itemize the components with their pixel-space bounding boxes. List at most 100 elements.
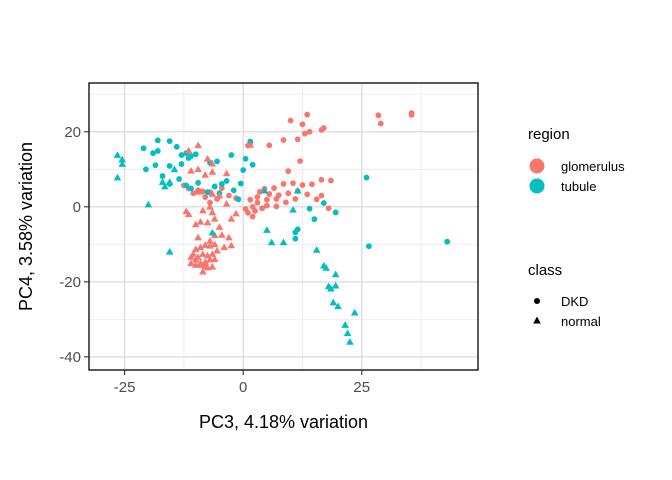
tubule-dkd-point [152,162,159,169]
tubule-dkd-point [188,185,194,192]
glomerulus-normal-point [203,218,212,226]
glomerulus-dkd-point [280,181,287,187]
glomerulus-normal-point [206,237,214,244]
glomerulus-dkd-point [299,121,306,128]
tubule-dkd-point [195,179,202,186]
glomerulus-dkd-point [254,199,261,206]
glomerulus-normal-point [222,200,231,207]
x-axis-ticks: -25 0 25 [114,370,370,396]
glomerulus-dkd-point [190,190,197,197]
tubule-dkd-point [320,200,327,206]
glomerulus-normal-point [201,258,210,265]
tubule-normal-point [289,206,297,213]
tubule-dkd-point [214,158,220,165]
tubule-dkd-point [183,182,190,189]
tubule-normal-point [165,248,174,255]
tubule-dkd-point [240,167,247,173]
glomerulus-dkd-point [325,205,332,212]
tubule-normal-point [263,226,271,233]
y-tick-label: -40 [59,349,81,366]
glomerulus-normal-point [232,209,240,217]
glomerulus-normal-point [184,210,193,218]
glomerulus-normal-point [208,159,217,167]
glomerulus-normal-point [210,255,219,263]
tubule-normal-point [293,186,302,194]
tubule-dkd-point [235,196,242,203]
glomerulus-normal-point [220,243,229,251]
glomerulus-dkd-point [301,130,308,137]
tubule-normal-point [331,281,340,289]
glomerulus-dkd-point [254,194,261,200]
glomerulus-normal-point [196,218,205,225]
glomerulus-dkd-point [266,191,273,197]
glomerulus-dkd-point [299,182,306,188]
major-gridlines [89,83,478,370]
glomerulus-normal-point [246,141,255,148]
legend-dkd-label: DKD [561,294,588,309]
glomerulus-dkd-point [294,136,301,143]
glomerulus-dkd-point [328,177,334,184]
glomerulus-dkd-point [285,190,292,197]
glomerulus-dkd-point [252,208,258,214]
tubule-dkd-point [242,155,249,162]
legend-tubule-label: tubule [561,179,596,194]
glomerulus-normal-point [187,166,195,174]
glomerulus-dkd-point [292,196,299,202]
glomerulus-dkd-point [263,202,270,209]
glomerulus-normal-point [203,154,212,162]
tubule-dkd-point [192,151,199,158]
glomerulus-normal-point [196,243,205,251]
glomerulus-normal-point [201,171,210,178]
tubule-normal-point [267,238,276,246]
glomerulus-normal-point [191,245,200,253]
glomerulus-normal-point [208,263,217,270]
legend-dkd-swatch [534,298,540,304]
tubule-normal-point [158,178,167,185]
glomerulus-dkd-point [318,176,325,183]
tubule-normal-point [322,264,330,271]
tubule-normal-point [260,186,269,194]
glomerulus-normal-point [208,208,217,216]
tubule-dkd-point [311,216,318,223]
tubule-normal-point [327,284,335,292]
legend-normal-label: normal [561,314,601,329]
glomerulus-dkd-point [306,128,313,135]
x-axis-title: PC3, 4.18% variation [199,412,368,432]
glomerulus-dkd-point [297,158,304,164]
tubule-normal-point [331,270,340,278]
glomerulus-normal-point [194,141,202,149]
glomerulus-normal-point [210,240,219,248]
glomerulus-normal-point [196,259,205,266]
glomerulus-dkd-point [304,191,311,198]
glomerulus-dkd-point [218,185,225,191]
glomerulus-dkd-point [280,137,287,143]
glomerulus-normal-point [218,231,226,238]
tubule-dkd-point [140,145,147,152]
glomerulus-normal-point [227,215,236,222]
legend-glomerulus-swatch [529,158,545,174]
glomerulus-dkd-point [273,203,280,210]
y-tick-label: 20 [64,124,81,141]
glomerulus-normal-point [227,241,236,249]
tubule-dkd-point [223,178,230,184]
tubule-dkd-point [228,152,235,158]
glomerulus-dkd-point [273,196,280,202]
tubule-dkd-point [237,180,244,187]
tubule-dkd-point [154,148,161,154]
legend-tubule-swatch [529,178,545,194]
tubule-dkd-point [292,235,299,242]
tubule-dkd-point [178,161,185,167]
tubule-normal-point [170,165,179,173]
tubule-normal-point [350,308,359,316]
tubule-dkd-point [154,137,161,144]
glomerulus-dkd-point [290,180,296,187]
glomerulus-normal-point [187,253,195,260]
y-tick-label: -20 [59,274,81,291]
glomerulus-normal-point [201,262,210,269]
tubule-normal-point [165,178,174,185]
glomerulus-dkd-point [318,192,325,199]
glomerulus-normal-point [191,255,200,263]
glomerulus-dkd-point [259,205,266,212]
tubule-dkd-point [143,166,149,173]
